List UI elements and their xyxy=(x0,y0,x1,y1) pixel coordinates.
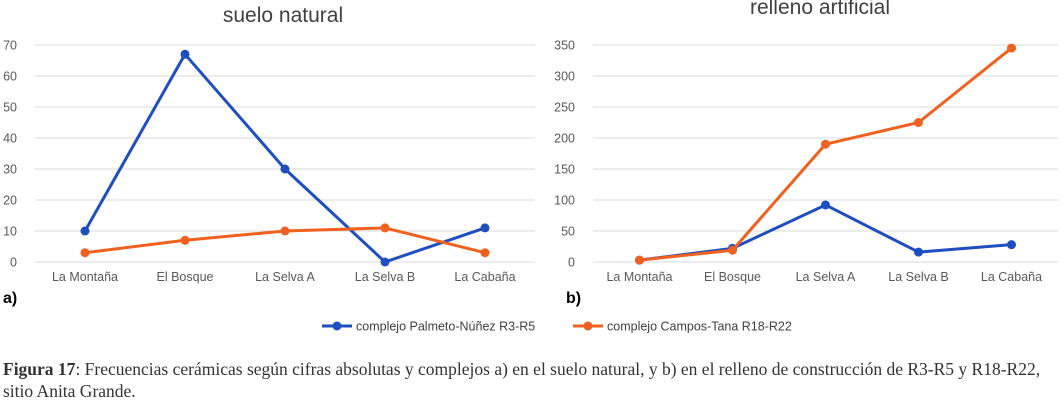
x-tick-label: El Bosque xyxy=(157,270,214,284)
data-point xyxy=(180,235,190,245)
x-tick-label: La Cabaña xyxy=(454,270,515,284)
caption-label: Figura 17 xyxy=(3,359,76,379)
legend-item-1: complejo Palmeto-Núñez R3-R5 xyxy=(322,320,535,334)
y-tick-label: 150 xyxy=(554,163,575,177)
x-tick-label: La Montaña xyxy=(52,270,118,284)
data-point xyxy=(80,226,90,236)
data-point xyxy=(480,248,490,258)
legend-label: complejo Palmeto-Núñez R3-R5 xyxy=(356,320,535,334)
data-point xyxy=(635,255,644,265)
legend-swatch-marker xyxy=(332,321,342,331)
y-tick-label: 40 xyxy=(3,132,17,146)
legend-label: complejo Campos-Tana R18-R22 xyxy=(607,320,792,334)
data-point xyxy=(1007,43,1016,53)
y-tick-label: 70 xyxy=(3,39,17,53)
y-tick-label: 50 xyxy=(3,101,17,115)
data-point xyxy=(821,200,830,210)
data-point xyxy=(480,223,490,233)
series-line-2 xyxy=(638,46,1013,262)
y-tick-label: 350 xyxy=(554,39,575,53)
legend: complejo Palmeto-Núñez R3-R5 complejo Cam… xyxy=(322,320,792,334)
data-point xyxy=(821,139,830,149)
caption-text: : Frecuencias cerámicas según cifras abs… xyxy=(3,359,1041,401)
y-tick-label: 50 xyxy=(561,225,575,239)
chart-panel-2: relleno artificial 0 50 100 150 200 250 300 350 L… xyxy=(554,0,1058,307)
panel-label: b) xyxy=(566,290,581,307)
series-line-1 xyxy=(638,203,1013,262)
figure-caption: Figura 17: Frecuencias cerámicas según c… xyxy=(3,358,1061,402)
y-tick-label: 60 xyxy=(3,70,17,84)
y-tick-label: 0 xyxy=(10,256,17,270)
panel-label: a) xyxy=(3,290,17,307)
data-point xyxy=(280,226,290,236)
y-tick-label: 100 xyxy=(554,194,575,208)
x-tick-label: La Montaña xyxy=(606,270,672,284)
data-point xyxy=(914,118,923,127)
y-tick-label: 250 xyxy=(554,101,575,115)
data-point xyxy=(728,245,737,255)
data-point xyxy=(280,164,290,174)
y-tick-label: 300 xyxy=(554,70,575,84)
data-point xyxy=(914,247,923,257)
x-tick-label: La Selva B xyxy=(888,270,948,284)
data-point xyxy=(380,257,390,267)
y-tick-label: 30 xyxy=(3,163,17,177)
y-tick-label: 0 xyxy=(568,256,575,270)
chart-title: relleno artificial xyxy=(750,0,890,19)
data-point xyxy=(180,49,190,59)
x-tick-label: La Cabaña xyxy=(981,270,1042,284)
legend-item-2: complejo Campos-Tana R18-R22 xyxy=(573,320,792,334)
data-point xyxy=(380,223,390,233)
x-tick-label: El Bosque xyxy=(704,270,761,284)
y-tick-label: 200 xyxy=(554,132,575,146)
legend-swatch-marker xyxy=(583,321,593,331)
x-tick-label: La Selva A xyxy=(796,270,856,284)
y-tick-label: 10 xyxy=(3,225,17,239)
chart-title: suelo natural xyxy=(223,4,343,27)
y-tick-label: 20 xyxy=(3,194,17,208)
x-tick-label: La Selva A xyxy=(255,270,315,284)
chart-panel-1: suelo natural 0 10 20 30 40 50 60 70 La Montaña El… xyxy=(3,4,535,307)
data-point xyxy=(80,248,90,258)
x-tick-label: La Selva B xyxy=(355,270,415,284)
data-point xyxy=(1007,240,1016,250)
